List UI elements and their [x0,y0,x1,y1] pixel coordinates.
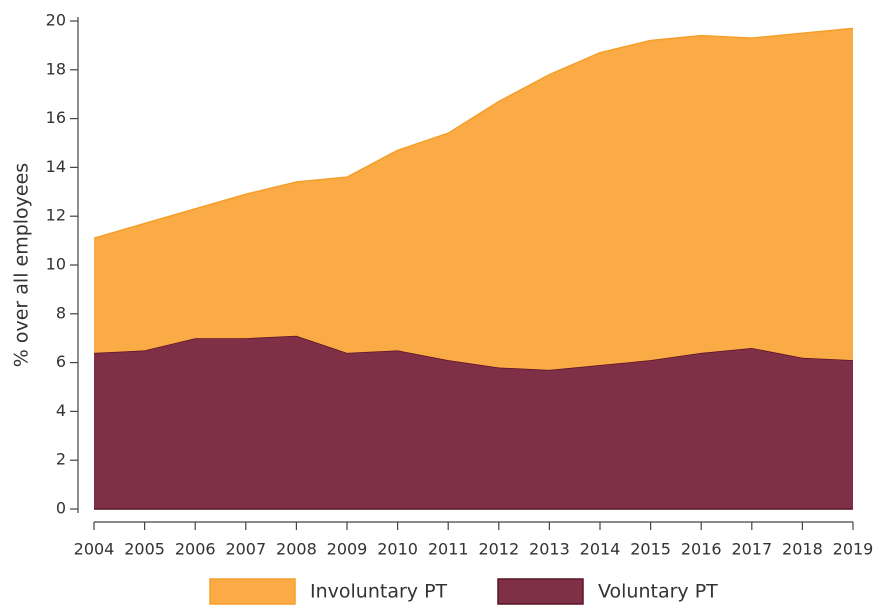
y-tick-label: 0 [56,499,66,518]
y-tick-label: 6 [56,352,66,371]
y-tick-label: 18 [46,59,66,78]
y-tick-label: 8 [56,303,66,322]
y-axis-label: % over all employees [11,163,33,367]
x-tick-label: 2012 [478,540,519,559]
area-fill [94,335,853,509]
legend-label: Voluntary PT [598,581,718,603]
x-tick-label: 2018 [782,540,823,559]
x-tick-label: 2009 [327,540,368,559]
x-tick-label: 2007 [225,540,266,559]
y-tick-label: 20 [46,11,66,30]
x-tick-label: 2014 [580,540,621,559]
x-tick-label: 2006 [175,540,216,559]
legend-label: Involuntary PT [310,581,448,603]
x-tick-label: 2019 [833,540,874,559]
x-tick-label: 2011 [428,540,469,559]
area-fill [94,28,853,370]
x-tick-label: 2004 [74,540,115,559]
x-tick-label: 2016 [681,540,722,559]
legend-swatch [209,578,296,605]
x-tick-label: 2005 [124,540,165,559]
x-tick-label: 2015 [630,540,671,559]
y-tick-label: 12 [46,206,66,225]
y-tick-label: 4 [56,401,66,420]
area-edge [93,27,854,239]
y-tick-label: 14 [46,157,66,176]
y-tick-label: 2 [56,450,66,469]
x-tick-label: 2008 [276,540,317,559]
y-tick-label: 10 [46,255,66,274]
x-tick-label: 2013 [529,540,570,559]
x-tick-label: 2017 [731,540,772,559]
x-tick-label: 2010 [377,540,418,559]
y-tick-label: 16 [46,108,66,127]
legend-swatch [497,578,584,605]
